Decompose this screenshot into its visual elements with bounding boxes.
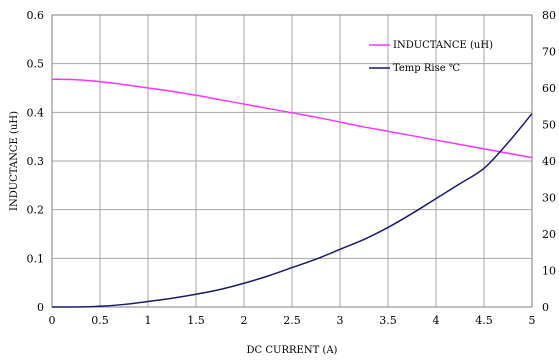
x-axis-title: DC CURRENT (A) <box>247 345 338 356</box>
y-right-tick-label: 20 <box>542 228 556 241</box>
y-right-tick-label: 30 <box>542 192 556 205</box>
x-tick-label: 0 <box>49 314 56 327</box>
legend-label-temp-rise: Temp Rise ℃ <box>393 63 460 74</box>
plot-area <box>51 14 533 308</box>
x-tick-label: 0.5 <box>91 314 109 327</box>
y-tick-label: 0.2 <box>27 204 45 217</box>
x-tick-label: 2 <box>241 314 248 327</box>
legend: INDUCTANCE (uH) Temp Rise ℃ <box>369 40 493 74</box>
y-tick-label: 0.6 <box>27 9 45 22</box>
legend-label-inductance: INDUCTANCE (uH) <box>393 40 493 51</box>
y-tick-label: 0.3 <box>27 155 45 168</box>
x-tick-label: 3.5 <box>379 314 397 327</box>
y-right-tick-label: 50 <box>542 119 556 132</box>
y-right-tick-label: 70 <box>542 46 556 59</box>
y-tick-label: 0.1 <box>27 252 45 265</box>
y-right-tick-label: 40 <box>542 155 556 168</box>
x-tick-label: 1.5 <box>187 314 205 327</box>
y-right-tick-label: 10 <box>542 265 556 278</box>
y-right-tick-label: 80 <box>542 9 556 22</box>
y-axis-title: INDUCTANCE (uH) <box>9 111 20 211</box>
y-tick-label: 0 <box>37 301 44 314</box>
series-line-temp-rise <box>51 113 533 308</box>
x-tick-label: 5 <box>529 314 536 327</box>
x-tick-label: 4.5 <box>475 314 493 327</box>
tick-labels: 0 0.5 1 1.5 2 2.5 3 3.5 4 4.5 500.10.20.30.40.50.6… <box>27 9 557 327</box>
series-layer <box>51 78 533 308</box>
series-line-inductance <box>51 78 533 159</box>
x-tick-label: 4 <box>433 314 440 327</box>
x-tick-label: 3 <box>337 314 344 327</box>
x-tick-label: 2.5 <box>283 314 301 327</box>
x-tick-label: 1 <box>145 314 152 327</box>
y-tick-label: 0.4 <box>27 106 45 119</box>
y-right-tick-label: 0 <box>542 301 549 314</box>
grid <box>51 14 533 308</box>
y-right-tick-label: 60 <box>542 82 556 95</box>
y-tick-label: 0.5 <box>27 58 45 71</box>
